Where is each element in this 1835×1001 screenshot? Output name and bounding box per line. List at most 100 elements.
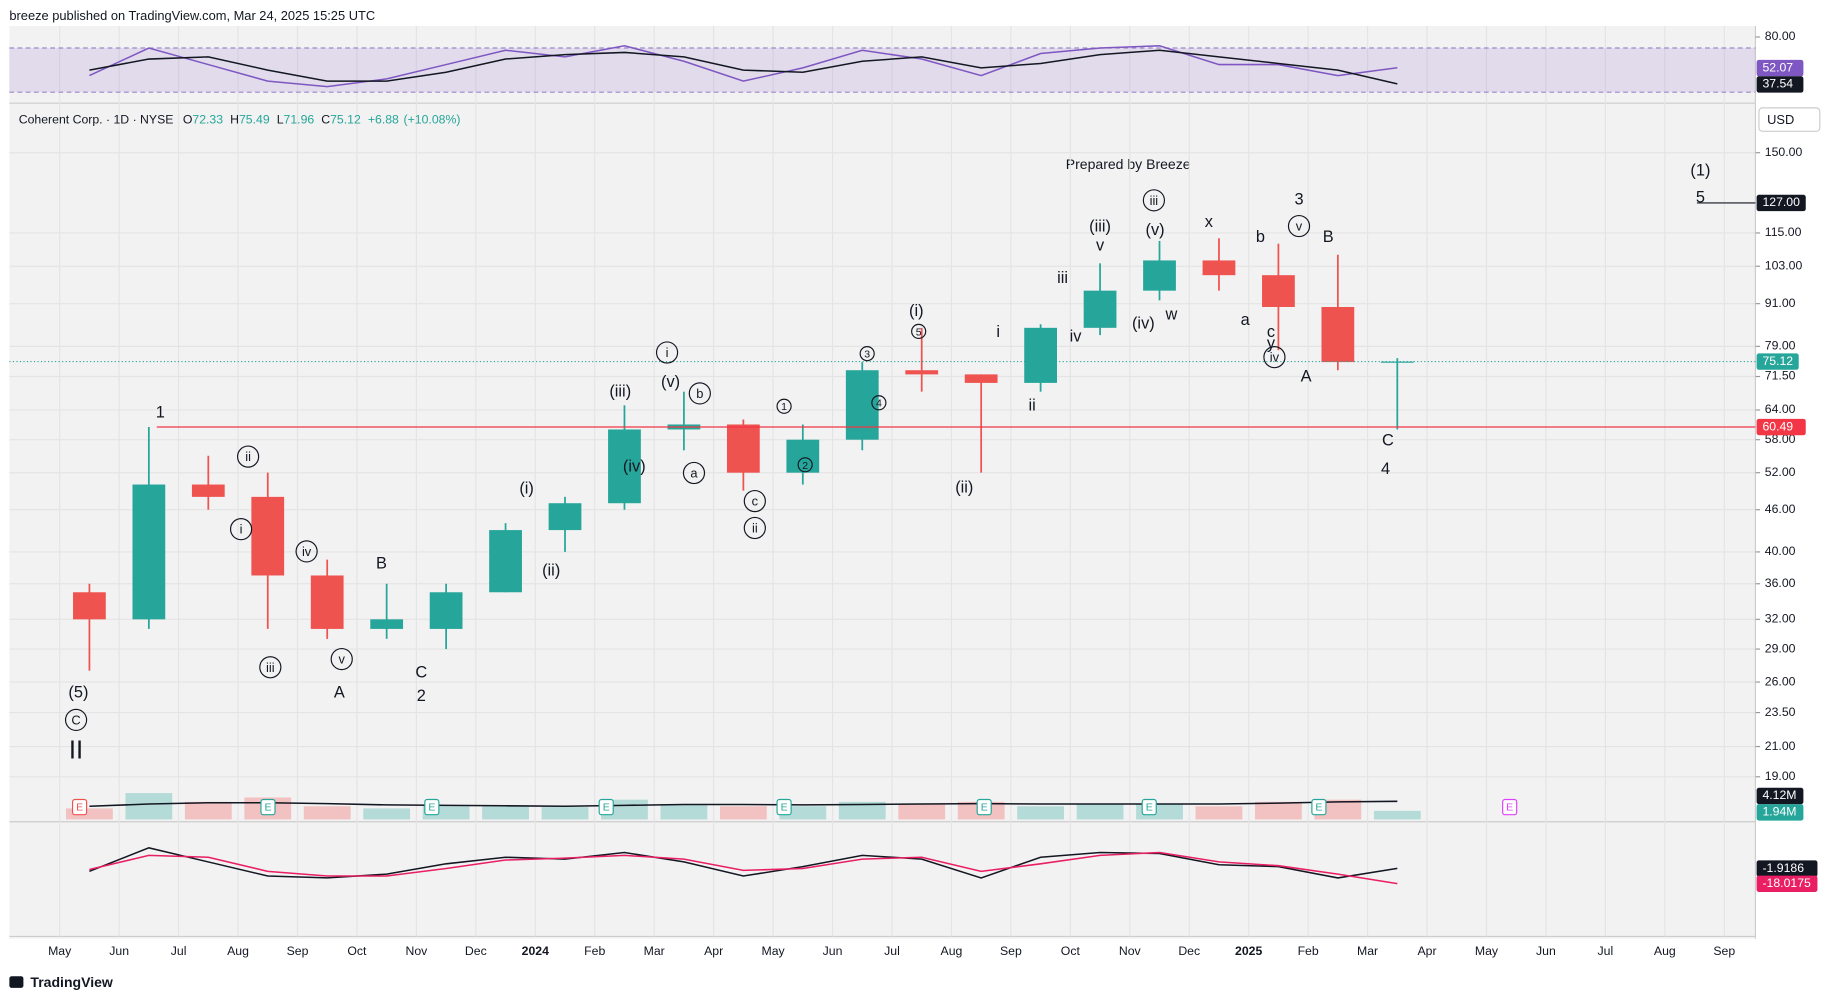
wave-label: (v) bbox=[661, 373, 680, 391]
volume-ma-label-bg bbox=[1756, 787, 1804, 805]
wave-label: iii bbox=[1150, 193, 1159, 208]
earnings-label: E bbox=[981, 801, 988, 813]
candle-body bbox=[489, 530, 522, 593]
y-tick-label: 40.00 bbox=[1765, 544, 1796, 558]
wave-label: v bbox=[1096, 236, 1105, 254]
wave-label: 2 bbox=[802, 460, 808, 472]
legend-key: L bbox=[277, 113, 284, 127]
volume-bar bbox=[1195, 806, 1243, 820]
x-tick-label: May bbox=[762, 944, 786, 958]
candle-body bbox=[310, 575, 344, 629]
candle-body bbox=[191, 484, 225, 497]
volume-bar bbox=[1017, 806, 1065, 820]
x-tick-label: 2025 bbox=[1235, 944, 1262, 958]
y-tick-label: 91.00 bbox=[1765, 296, 1796, 310]
x-tick-label: May bbox=[48, 944, 72, 958]
candle-body bbox=[1262, 275, 1295, 307]
price-label-bg bbox=[1756, 418, 1806, 436]
x-tick-label: Nov bbox=[1119, 944, 1142, 958]
wave-circle bbox=[688, 382, 711, 405]
wave-label: 1 bbox=[156, 404, 165, 422]
x-tick-label: Dec bbox=[1178, 944, 1200, 958]
wave-label: 5 bbox=[1696, 188, 1705, 206]
note: Prepared by Breeze bbox=[1066, 156, 1191, 172]
y-tick-label: 103.00 bbox=[1765, 258, 1803, 272]
symbol: Coherent Corp. · 1D · NYSE bbox=[19, 113, 174, 127]
volume-ma-label: 4.12M bbox=[1762, 788, 1796, 802]
candle-body bbox=[548, 503, 582, 531]
candle-body bbox=[726, 424, 760, 473]
x-tick-label: Jul bbox=[1598, 944, 1614, 958]
wave-label: A bbox=[334, 683, 345, 701]
wave-label: iv bbox=[302, 544, 312, 559]
candle-body bbox=[608, 429, 641, 504]
legend-value: 75.12 bbox=[330, 113, 361, 127]
y-tick-label: 150.00 bbox=[1765, 145, 1803, 159]
rsi-value-label: 52.07 bbox=[1762, 60, 1793, 74]
x-tick-label: Oct bbox=[1061, 944, 1081, 958]
wave-label: B bbox=[1323, 228, 1334, 246]
x-tick-label: Apr bbox=[1417, 944, 1436, 958]
macd-value-label-bg bbox=[1756, 860, 1818, 877]
candle-body bbox=[964, 374, 998, 383]
rsi-value-label-bg bbox=[1756, 59, 1804, 77]
wave-circle bbox=[871, 395, 887, 411]
wave-label: iii bbox=[1057, 269, 1068, 287]
wave-label: (1) bbox=[1690, 161, 1710, 179]
earnings-label: E bbox=[781, 801, 788, 813]
volume-bar bbox=[1255, 801, 1302, 820]
earnings-label: E bbox=[1315, 801, 1322, 813]
wave-circle bbox=[1263, 346, 1286, 369]
wave-circle bbox=[859, 346, 875, 362]
x-tick-label: Aug bbox=[941, 944, 963, 958]
y-tick-label: 52.00 bbox=[1765, 465, 1796, 479]
volume-bar bbox=[719, 806, 767, 820]
wave-label: a bbox=[1241, 311, 1251, 329]
candle-body bbox=[786, 439, 820, 473]
wave-label: iii bbox=[266, 660, 275, 675]
earnings-marker bbox=[976, 798, 992, 816]
y-tick-label: 80.00 bbox=[1765, 29, 1796, 43]
y-tick-label: 71.50 bbox=[1765, 369, 1796, 383]
x-tick-label: Oct bbox=[347, 944, 367, 958]
wave-label: b bbox=[696, 386, 703, 401]
wave-label: (ii) bbox=[542, 562, 560, 580]
volume-bar bbox=[125, 793, 173, 820]
y-tick-label: 32.00 bbox=[1765, 612, 1796, 626]
wave-label: B bbox=[376, 555, 387, 573]
x-tick-label: Feb bbox=[584, 944, 605, 958]
volume-bar bbox=[898, 804, 946, 820]
x-tick-label: Jun bbox=[1536, 944, 1556, 958]
rsi-line bbox=[89, 49, 1398, 85]
wave-label: v bbox=[1296, 219, 1303, 234]
y-tick-label: 19.00 bbox=[1765, 769, 1796, 783]
legend-value: 72.33 bbox=[192, 113, 223, 127]
legend-value: 71.96 bbox=[284, 113, 315, 127]
earnings-marker bbox=[1141, 798, 1157, 816]
macd-value-label: -1.9186 bbox=[1762, 861, 1804, 875]
wave-label: ii bbox=[245, 449, 251, 464]
symbol-legend: Coherent Corp. · 1D · NYSE O72.33 H75.49 L7… bbox=[19, 113, 461, 127]
wave-label: 1 bbox=[781, 401, 787, 413]
volume-bar bbox=[1076, 804, 1124, 820]
currency: USD bbox=[1767, 112, 1794, 127]
legend-key: O bbox=[183, 113, 193, 127]
volume-label-bg bbox=[1756, 804, 1804, 821]
wave-label: II bbox=[69, 736, 83, 764]
wave-circle bbox=[797, 457, 813, 473]
wave-label: i bbox=[996, 323, 1000, 341]
wave-circle bbox=[330, 647, 353, 671]
candle-body bbox=[1083, 290, 1117, 328]
x-tick-label: Jul bbox=[884, 944, 900, 958]
price-label: 127.00 bbox=[1762, 195, 1800, 209]
x-tick-label: May bbox=[1475, 944, 1499, 958]
y-tick-label: 58.00 bbox=[1765, 432, 1796, 446]
wave-label: b bbox=[1256, 228, 1265, 246]
candle-body bbox=[370, 619, 404, 629]
wave-label: c bbox=[1267, 323, 1275, 341]
x-tick-label: Nov bbox=[405, 944, 428, 958]
wave-label: (ii) bbox=[955, 479, 973, 497]
volume-bar bbox=[482, 806, 529, 820]
y-tick-label: 29.00 bbox=[1765, 641, 1796, 655]
